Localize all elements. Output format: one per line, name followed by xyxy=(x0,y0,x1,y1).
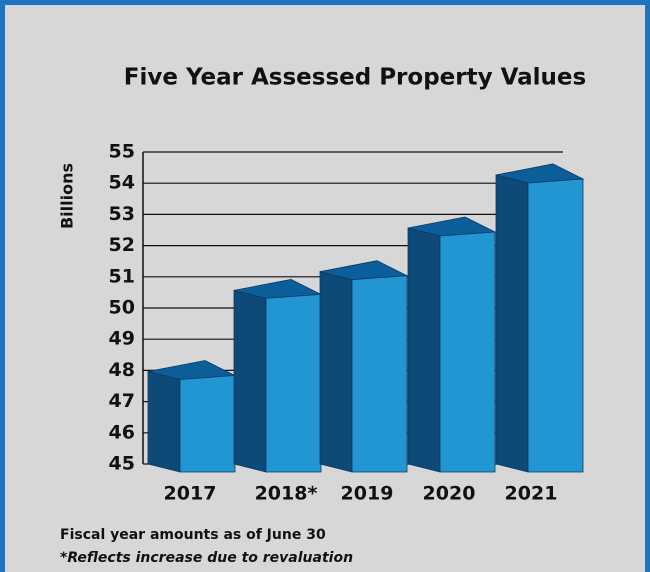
y-tick-label: 47 xyxy=(109,390,135,412)
x-tick-label: 2017 xyxy=(164,483,217,505)
y-tick-label: 45 xyxy=(109,453,135,475)
y-axis-label: Billions xyxy=(58,163,77,229)
bar-front xyxy=(439,231,496,473)
bar xyxy=(147,360,237,473)
bar-side xyxy=(407,227,441,473)
y-tick-label: 52 xyxy=(109,234,135,256)
note: Fiscal year amounts as of June 30 xyxy=(60,527,326,543)
bar xyxy=(319,260,409,473)
bar-side xyxy=(319,271,353,473)
y-tick-label: 54 xyxy=(109,172,135,194)
bar-side xyxy=(495,174,529,473)
y-tick-label: 49 xyxy=(109,328,135,350)
bar-front xyxy=(527,178,584,473)
bar-front xyxy=(179,375,236,473)
y-tick-label: 53 xyxy=(109,203,135,225)
bar xyxy=(495,163,585,473)
y-tick-label: 48 xyxy=(109,359,135,381)
bar xyxy=(407,216,497,473)
bar-front xyxy=(351,275,408,473)
note: *Reflects increase due to revaluation xyxy=(60,550,353,566)
chart-title: Five Year Assessed Property Values xyxy=(124,65,586,91)
bar xyxy=(233,278,323,473)
x-tick-label: 2018* xyxy=(255,483,318,505)
y-tick-label: 51 xyxy=(109,265,135,287)
y-tick-label: 46 xyxy=(109,421,135,443)
x-tick-label: 2019 xyxy=(341,483,394,505)
bar-side xyxy=(233,289,267,473)
y-tick-label: 50 xyxy=(109,297,135,319)
bar-side xyxy=(147,371,181,473)
y-tick-label: 55 xyxy=(109,141,135,163)
x-tick-label: 2021 xyxy=(505,483,558,505)
x-tick-label: 2020 xyxy=(423,483,476,505)
bar-front xyxy=(265,293,322,473)
